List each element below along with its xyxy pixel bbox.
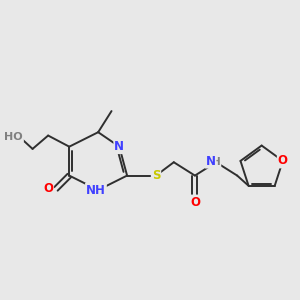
Text: O: O (43, 182, 53, 195)
Text: S: S (152, 169, 160, 182)
Text: O: O (278, 154, 288, 167)
Text: HO: HO (4, 132, 23, 142)
Text: H: H (212, 157, 220, 167)
Text: NH: NH (86, 184, 106, 196)
Text: N: N (206, 154, 215, 168)
Text: N: N (114, 140, 124, 153)
Text: O: O (190, 196, 200, 209)
